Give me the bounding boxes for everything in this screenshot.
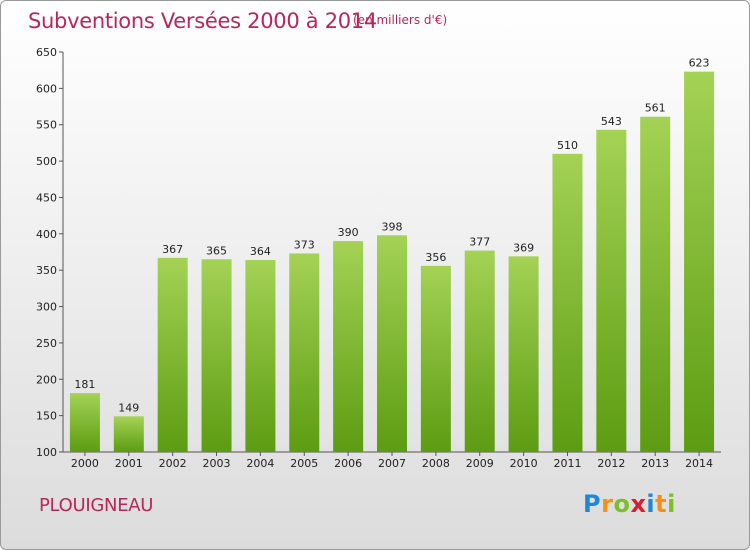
y-tick-label: 650: [36, 46, 57, 59]
bar-2003: [201, 259, 232, 452]
bar-2014: [684, 71, 715, 453]
logo-letter: i: [646, 490, 656, 518]
logo-letter: r: [601, 490, 614, 518]
bar-2002: [157, 257, 188, 452]
y-tick-label: 300: [36, 301, 57, 314]
value-label-2005: 373: [294, 238, 315, 251]
value-label-2003: 365: [206, 244, 227, 257]
bar-2006: [333, 241, 364, 452]
x-tick-label-2005: 2005: [290, 457, 318, 470]
y-tick-label: 350: [36, 264, 57, 277]
logo-letter: o: [613, 490, 631, 518]
value-label-2004: 364: [250, 245, 271, 258]
x-tick-label-2003: 2003: [203, 457, 231, 470]
bar-2010: [508, 256, 539, 452]
x-tick-label-2012: 2012: [597, 457, 625, 470]
logo-letter: x: [630, 490, 647, 518]
bar-2007: [377, 235, 407, 452]
value-label-2000: 181: [74, 378, 95, 391]
y-tick-label: 200: [36, 373, 57, 386]
x-tick-label-2002: 2002: [159, 457, 187, 470]
x-tick-label-2009: 2009: [466, 457, 494, 470]
x-tick-label-2014: 2014: [685, 457, 713, 470]
value-label-2010: 369: [513, 241, 534, 254]
x-tick-label-2010: 2010: [510, 457, 538, 470]
y-tick-label: 250: [36, 337, 57, 350]
y-tick-label: 550: [36, 119, 57, 132]
x-tick-label-2004: 2004: [246, 457, 274, 470]
bar-2011: [552, 153, 583, 452]
value-label-2006: 390: [338, 226, 359, 239]
value-label-2011: 510: [557, 139, 578, 152]
logo-letter: i: [667, 490, 676, 518]
value-label-2009: 377: [469, 236, 490, 249]
y-tick-label: 400: [36, 228, 57, 241]
value-label-2001: 149: [118, 401, 139, 414]
bar-2005: [289, 253, 320, 452]
value-label-2012: 543: [601, 115, 622, 128]
bar-2001: [113, 416, 144, 452]
x-tick-label-2013: 2013: [641, 457, 669, 470]
commune-name: PLOUIGNEAU: [39, 495, 154, 516]
bar-2009: [464, 250, 495, 452]
value-label-2014: 623: [689, 57, 710, 70]
bar-2012: [596, 129, 627, 452]
unit-label: (en milliers d'€): [353, 13, 448, 27]
y-tick-label: 150: [36, 410, 57, 423]
x-tick-label-2006: 2006: [334, 457, 362, 470]
y-tick-label: 600: [36, 82, 57, 95]
x-tick-label-2011: 2011: [553, 457, 581, 470]
value-label-2008: 356: [425, 251, 446, 264]
bar-2013: [640, 116, 671, 453]
x-tick-label-2001: 2001: [115, 457, 143, 470]
chart-title: Subventions Versées 2000 à 2014: [28, 9, 377, 33]
x-tick-label-2008: 2008: [422, 457, 450, 470]
bar-2008: [420, 265, 451, 452]
proxiti-logo: Proxiti: [583, 490, 676, 518]
bar-2004: [245, 260, 276, 452]
x-tick-label-2000: 2000: [71, 457, 99, 470]
y-tick-label: 100: [36, 446, 57, 459]
y-tick-label: 450: [36, 191, 57, 204]
bar-2000: [69, 393, 100, 452]
logo-letter: P: [583, 490, 602, 518]
y-tick-label: 500: [36, 155, 57, 168]
value-label-2007: 398: [382, 220, 403, 233]
value-label-2002: 367: [162, 243, 183, 256]
logo-letter: t: [655, 490, 668, 518]
value-label-2013: 561: [645, 102, 666, 115]
x-tick-label-2007: 2007: [378, 457, 406, 470]
